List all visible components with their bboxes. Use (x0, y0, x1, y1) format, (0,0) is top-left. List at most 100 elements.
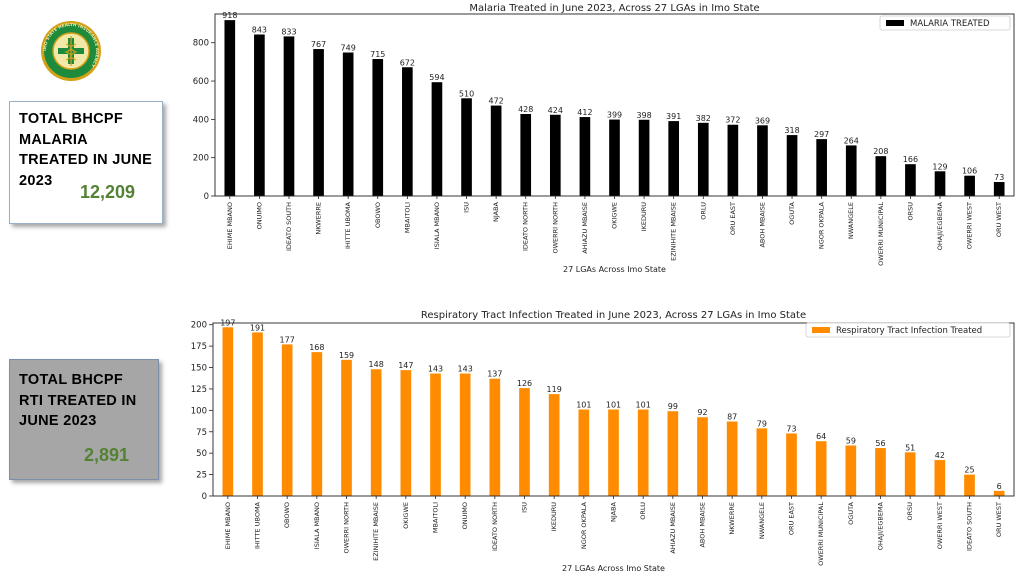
chart1-bar (372, 59, 384, 196)
chart2-bar (875, 448, 886, 496)
chart1-bar (727, 124, 739, 196)
chart1-ytick-label: 800 (193, 39, 209, 49)
chart1-data-label: 399 (607, 111, 622, 120)
chart1-xtick-label: NJABA (492, 201, 500, 222)
chart1-data-label: 106 (962, 167, 977, 176)
chart2-data-label: 59 (846, 436, 856, 445)
chart1-data-label: 391 (666, 112, 681, 121)
chart1-bar (786, 135, 798, 196)
chart1-xtick-label: IDEATO SOUTH (285, 202, 293, 251)
chart2-xtick-label: OWERRI MUNICIPAL (817, 502, 825, 566)
chart1-data-label: 382 (696, 114, 711, 123)
chart2-xtick-label: NKWERRE (728, 502, 736, 535)
chart1-data-label: 672 (400, 58, 415, 67)
chart1-xtick-label: NKWERRE (315, 202, 323, 235)
chart2-data-label: 56 (875, 439, 885, 448)
chart1-bar (668, 121, 680, 196)
chart1-data-label: 749 (341, 44, 356, 53)
chart1-plot-frame (214, 13, 1015, 197)
chart1-bar (461, 98, 472, 196)
chart2-xtick-label: EZINIHITE MBAISE (372, 502, 380, 561)
chart1-xtick-label: OHAJI/EGBEMA (936, 201, 944, 250)
chart1-legend: MALARIA TREATED (879, 15, 1011, 31)
chart2-bar (341, 359, 352, 496)
chart1-bar (905, 164, 916, 196)
chart2-legend-box (805, 322, 1011, 338)
chart2-bar (548, 394, 560, 496)
chart2-xtick-label: ISU (521, 502, 529, 513)
chart2-data-label: 148 (369, 360, 384, 369)
chart2-data-label: 101 (606, 401, 621, 410)
chart1-bar (757, 125, 768, 196)
chart1-xtick-label: ABOH MBAISE (758, 202, 766, 248)
chart2-bar (667, 411, 679, 496)
chart2-ytick-label: 100 (191, 406, 207, 416)
chart2-xtick-label: AHIAZU MBAISE (669, 502, 677, 554)
malaria-total-card: TOTAL BHCPF MALARIA TREATED IN JUNE 2023… (9, 101, 163, 224)
chart2-data-label: 101 (576, 401, 591, 410)
chart2-xtick-label: ORU WEST (995, 502, 1003, 537)
chart2-bar (608, 409, 619, 496)
chart1-bar (490, 105, 502, 196)
chart2-bar (459, 373, 471, 496)
chart1-title: Malaria Treated in June 2023, Across 27 … (469, 3, 759, 14)
chart2-xtick-label: IDEATO SOUTH (966, 502, 974, 551)
chart1-bar (224, 20, 236, 197)
chart1-bar (342, 52, 354, 196)
chart2-xtick-label: ISIALA MBANO (313, 502, 321, 549)
chart2-bar (904, 452, 916, 496)
chart1-data-label: 428 (518, 105, 533, 114)
chart1-xtick-label: OBOWO (374, 202, 382, 228)
chart1-bar (964, 175, 975, 196)
chart2-xtick-label: NGOR OKPALA (580, 501, 588, 549)
chart1-bar (934, 171, 946, 196)
chart1-bar (579, 117, 591, 196)
chart2-data-label: 25 (964, 466, 974, 475)
chart2-legend: Respiratory Tract Infection Treated (805, 322, 1011, 338)
chart2-data-label: 191 (250, 323, 265, 332)
chart2-bar (637, 409, 649, 496)
chart1-xtick-label: ORU WEST (995, 202, 1003, 237)
chart1-data-label: 472 (488, 97, 503, 106)
chart2-xtick-label: OWERRI WEST (936, 502, 944, 549)
chart1-xtick-label: OWERRI WEST (966, 202, 974, 249)
chart1-data-label: 412 (577, 108, 592, 117)
chart2-xtick-label: MBAITOLI (432, 502, 440, 533)
chart1-data-label: 129 (932, 162, 947, 171)
chart1-xtick-label: ONUIMO (255, 202, 263, 229)
chart1-data-label: 369 (755, 116, 770, 125)
chart1-bar (402, 67, 413, 197)
chart2-bar (519, 388, 530, 496)
chart1-bar (993, 182, 1005, 196)
chart1-bar (313, 49, 324, 197)
chart1-ytick-label: 400 (193, 115, 209, 125)
chart1-xtick-label: ORSU (906, 202, 914, 221)
chart2-data-label: 87 (727, 412, 737, 421)
chart2-bar (726, 421, 738, 496)
chart2-xtick-label: IHITTE UBOMA (254, 501, 262, 549)
chart1-xtick-label: ISU (463, 202, 471, 213)
chart2-bar (578, 409, 590, 496)
chart1-xtick-label: ORLU (699, 202, 707, 220)
malaria-total-value: 12,209 (80, 182, 136, 202)
chart1-xtick-label: OKIGWE (611, 202, 619, 229)
chart1-data-label: 510 (459, 89, 474, 98)
chart2-xtick-label: OKIGWE (402, 502, 410, 529)
chart1-bar (254, 34, 265, 196)
chart2-xtick-label: ORSU (906, 502, 914, 521)
chart1-data-label: 208 (873, 147, 888, 156)
chart2-data-label: 6 (997, 482, 1002, 491)
chart1-bar (549, 114, 561, 196)
chart2-ytick-label: 50 (196, 449, 207, 459)
chart2-bar (697, 417, 708, 496)
chart2-xtick-label: ONUIMO (461, 502, 469, 529)
malaria-total-label: TOTAL BHCPF MALARIA TREATED IN JUNE 2023 (19, 111, 153, 189)
chart1-xtick-label: OWERRI NORTH (551, 202, 559, 254)
chart1-data-label: 833 (281, 27, 296, 36)
chart2-data-label: 126 (517, 379, 532, 388)
chart2-bar (756, 428, 768, 496)
chart1-xtick-label: IKEDURU (640, 202, 648, 232)
chart1-xtick-label: NWANGELE (847, 202, 855, 239)
chart2-xtick-label: ORU EAST (788, 502, 796, 535)
